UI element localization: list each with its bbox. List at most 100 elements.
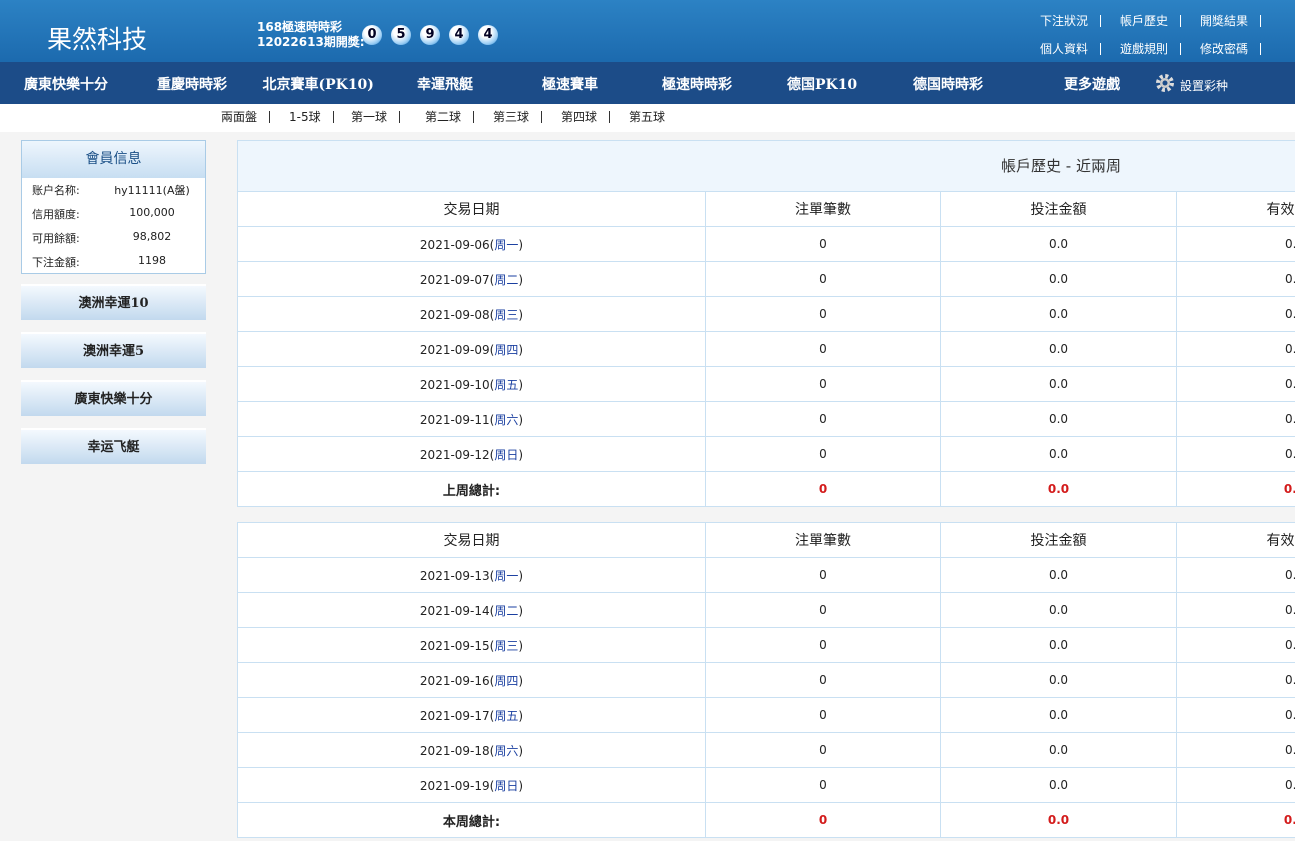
top-link[interactable]: 個人資料: [1040, 43, 1102, 55]
header-row: 交易日期注單筆數投注金額有效金額: [237, 522, 1295, 558]
date-cell: 2021-09-19周日: [237, 767, 706, 803]
side-game-button[interactable]: 幸运飞艇: [21, 428, 206, 464]
value-cell: 0: [705, 261, 941, 297]
value-cell: 0.0: [940, 767, 1177, 803]
sub-nav-item[interactable]: 第二球: [425, 111, 475, 123]
data-row: 2021-09-18周六00.00.0: [237, 732, 1295, 768]
history-title: 帳戶歷史 - 近兩周: [237, 140, 1295, 192]
ball: 4: [449, 25, 469, 45]
weekday-link[interactable]: 周一: [490, 569, 523, 583]
value-cell: 0.0: [1176, 401, 1295, 437]
weekday-link[interactable]: 周六: [490, 413, 523, 427]
sub-nav-item[interactable]: 兩面盤: [221, 111, 271, 123]
weekday-link[interactable]: 周日: [490, 448, 523, 462]
sub-nav-item[interactable]: 1-5球: [289, 111, 334, 123]
value-cell: 0.0: [940, 557, 1177, 593]
date-cell: 2021-09-15周三: [237, 627, 706, 663]
value-cell: 0: [705, 296, 941, 332]
side-game-button[interactable]: 澳洲幸運5: [21, 332, 206, 368]
weekday-link[interactable]: 周四: [490, 343, 523, 357]
date-cell: 2021-09-17周五: [237, 697, 706, 733]
weekday-link[interactable]: 周六: [490, 744, 523, 758]
value-cell: 0.0: [940, 436, 1177, 472]
sub-nav-item[interactable]: 第五球: [629, 110, 666, 124]
value-cell: 0.0: [1176, 627, 1295, 663]
nav-item[interactable]: 更多遊戲: [1064, 77, 1120, 93]
side-game-button[interactable]: 廣東快樂十分: [21, 380, 206, 416]
nav-item[interactable]: 廣東快樂十分: [24, 77, 108, 93]
value-cell: 0.0: [1176, 366, 1295, 402]
ball: 0: [362, 25, 382, 45]
data-row: 2021-09-07周二00.00.0: [237, 261, 1295, 297]
value-cell: 0.0: [940, 662, 1177, 698]
value-cell: 0.0: [940, 732, 1177, 768]
value-cell: 0.0: [940, 366, 1177, 402]
value-cell: 0.0: [1176, 592, 1295, 628]
sub-nav-item[interactable]: 第三球: [493, 111, 543, 123]
weekday-link[interactable]: 周日: [490, 779, 523, 793]
nav-item[interactable]: 極速時時彩: [662, 77, 732, 93]
weekday-link[interactable]: 周三: [490, 308, 523, 322]
nav-item[interactable]: 北京賽車(PK10): [262, 77, 374, 93]
nav-item[interactable]: 幸運飛艇: [417, 77, 473, 93]
value-cell: 0: [705, 592, 941, 628]
weekday-link[interactable]: 周二: [490, 604, 523, 618]
nav-item[interactable]: 德国PK10: [787, 77, 858, 93]
nav-settings[interactable]: 設置彩种: [1180, 79, 1229, 93]
data-row: 2021-09-17周五00.00.0: [237, 697, 1295, 733]
value-cell: 0.0: [1176, 697, 1295, 733]
top-link[interactable]: 帳戶歷史: [1120, 15, 1182, 27]
side-game-button[interactable]: 澳洲幸運10: [21, 284, 206, 320]
top-link[interactable]: 遊戲規則: [1120, 43, 1182, 55]
data-row: 2021-09-14周二00.00.0: [237, 592, 1295, 628]
total-value: 0: [705, 802, 941, 838]
value-cell: 0: [705, 436, 941, 472]
weekday-link[interactable]: 周五: [490, 378, 523, 392]
gear-icon[interactable]: [1154, 72, 1176, 94]
history-table: 交易日期注單筆數投注金額有效金額2021-09-13周一00.00.02021-…: [237, 522, 1295, 838]
nav-item[interactable]: 重慶時時彩: [157, 77, 227, 93]
total-label: 上周總計:: [237, 471, 706, 507]
date: 2021-09-08: [419, 307, 490, 322]
value-cell: 0: [705, 732, 941, 768]
weekday-link[interactable]: 周三: [490, 639, 523, 653]
member-title: 會員信息: [22, 141, 205, 178]
column-header: 投注金額: [940, 522, 1177, 558]
date-cell: 2021-09-08周三: [237, 296, 706, 332]
value-cell: 0.0: [940, 592, 1177, 628]
top-link[interactable]: 開獎結果: [1200, 15, 1262, 27]
member-box: 會員信息 账户名称: hy11111(A盤) 信用額度: 100,000 可用餘額: 98…: [21, 140, 206, 274]
value-cell: 0.0: [1176, 436, 1295, 472]
value-cell: 0.0: [1176, 331, 1295, 367]
member-value: 1198: [138, 254, 166, 267]
date: 2021-09-10: [419, 377, 490, 392]
member-label: 账户名称:: [32, 184, 80, 197]
weekday-link[interactable]: 周一: [490, 238, 523, 252]
main: 帳戶歷史 - 近兩周 交易日期注單筆數投注金額有效金額2021-09-06周一0…: [237, 140, 1295, 841]
value-cell: 0.0: [940, 697, 1177, 733]
nav-item[interactable]: 德国時時彩: [913, 77, 983, 93]
sub-nav-item[interactable]: 第四球: [561, 111, 611, 123]
date: 2021-09-13: [419, 568, 490, 583]
sub-nav-item[interactable]: 第一球: [351, 111, 401, 123]
total-value: 0.0: [1176, 802, 1295, 838]
member-value: 100,000: [129, 206, 175, 219]
date: 2021-09-15: [419, 638, 490, 653]
total-label: 本周總計:: [237, 802, 706, 838]
value-cell: 0: [705, 662, 941, 698]
value-cell: 0: [705, 226, 941, 262]
date: 2021-09-06: [419, 237, 490, 252]
date: 2021-09-18: [419, 743, 490, 758]
weekday-link[interactable]: 周四: [490, 674, 523, 688]
top-link[interactable]: 修改密碼: [1200, 43, 1262, 55]
date: 2021-09-09: [419, 342, 490, 357]
top-link[interactable]: 下注狀況: [1040, 15, 1102, 27]
nav-bar: [0, 62, 1295, 104]
weekday-link[interactable]: 周二: [490, 273, 523, 287]
ball: 5: [391, 25, 411, 45]
nav-item[interactable]: 極速賽車: [542, 77, 598, 93]
date-cell: 2021-09-07周二: [237, 261, 706, 297]
weekday-link[interactable]: 周五: [490, 709, 523, 723]
date: 2021-09-17: [419, 708, 490, 723]
